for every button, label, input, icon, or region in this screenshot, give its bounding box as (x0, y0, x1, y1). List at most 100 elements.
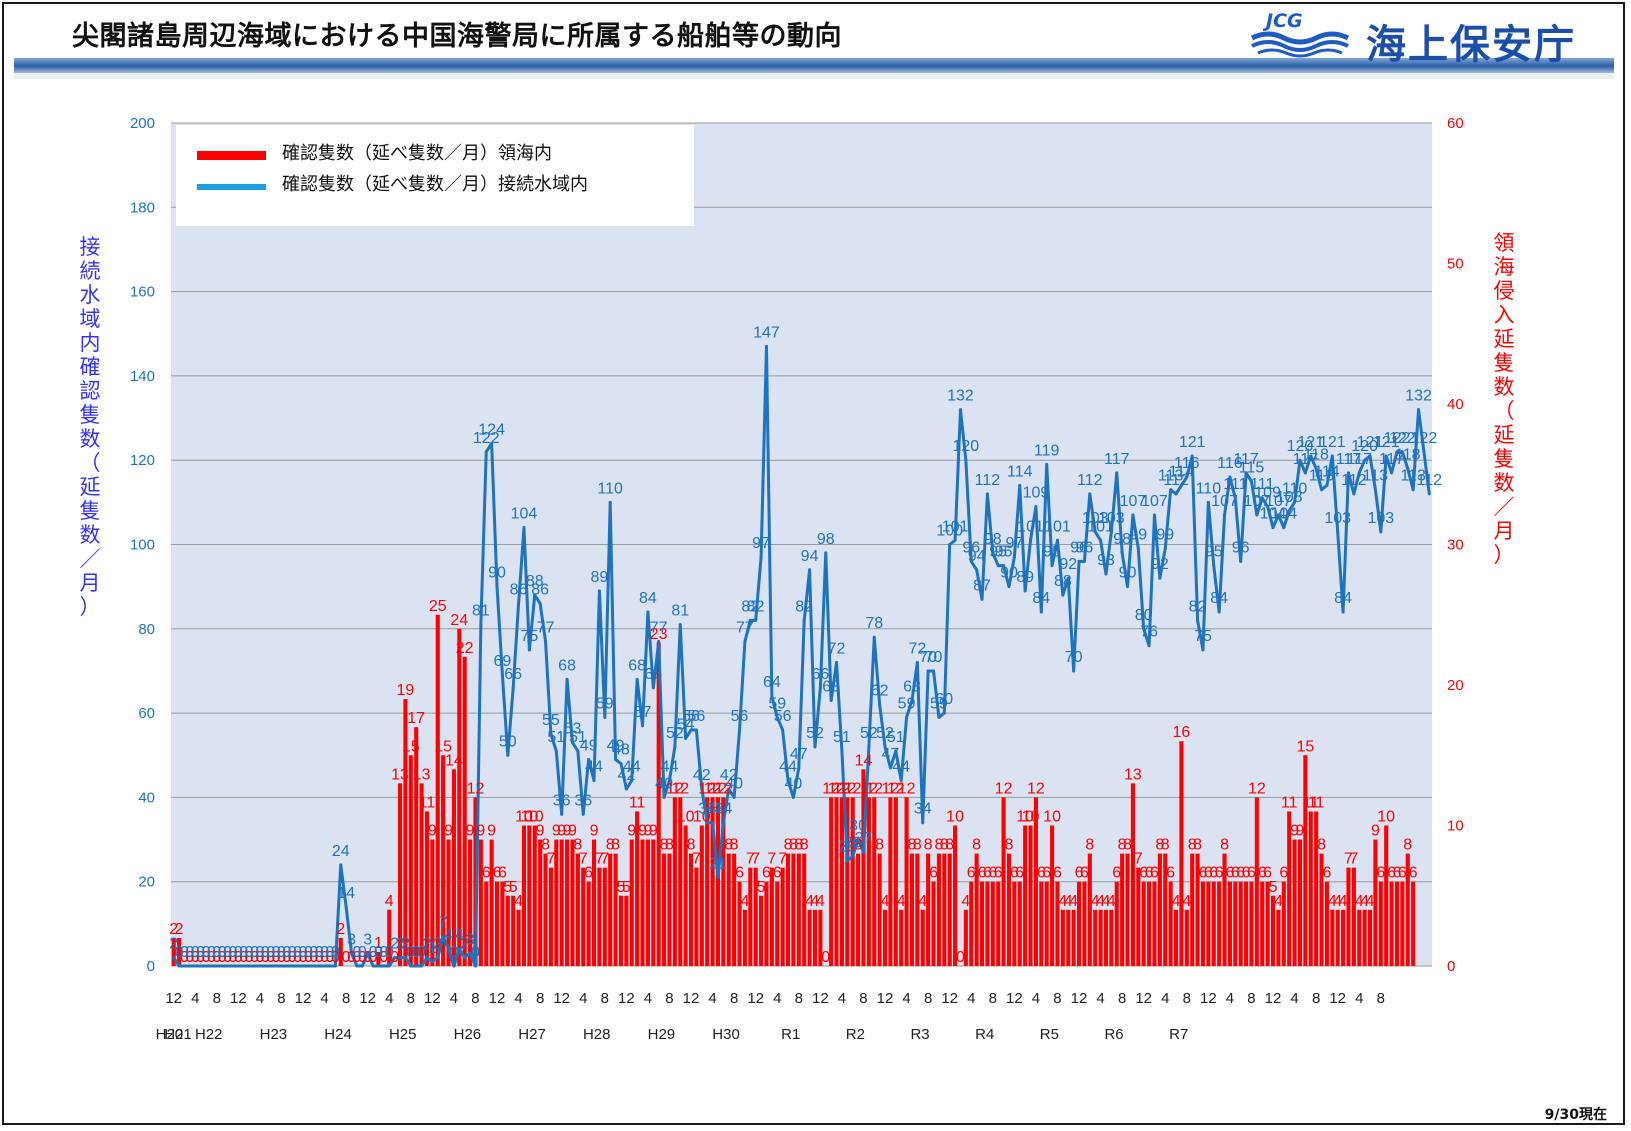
line-point (603, 715, 607, 719)
line-data-label: 0 (326, 944, 335, 961)
x-year-label: R4 (975, 1026, 994, 1043)
bar-data-label: 0 (304, 949, 313, 966)
line-point (764, 344, 768, 348)
line-point (376, 964, 380, 968)
line-data-label: 114 (1314, 463, 1340, 480)
line-point (829, 698, 833, 702)
bar (645, 839, 650, 966)
bar-data-label: 4 (1355, 893, 1364, 910)
line-point (878, 703, 882, 707)
line-point (985, 492, 989, 496)
bar-data-label: 6 (1166, 865, 1175, 882)
x-tick-month: 4 (256, 990, 264, 1007)
x-tick-month: 8 (924, 990, 932, 1007)
bar-data-label: 6 (1387, 865, 1396, 882)
bar (963, 909, 968, 966)
bar-data-label: 0 (315, 949, 324, 966)
line-point (333, 964, 337, 968)
bar (435, 614, 440, 966)
bar (953, 825, 958, 966)
bar (1023, 825, 1028, 966)
line-point (894, 749, 898, 753)
line-point (188, 964, 192, 968)
line-data-label: 51 (547, 729, 565, 746)
line-point (1012, 555, 1016, 559)
line-data-label: 53 (564, 721, 582, 738)
line-data-label: 0 (315, 944, 324, 961)
line-data-label: 0 (266, 944, 275, 961)
line-data-label: 56 (774, 708, 792, 725)
line-point (888, 766, 892, 770)
bar (683, 825, 688, 966)
bar (602, 867, 607, 966)
line-point (937, 715, 941, 719)
line-point (1136, 547, 1140, 551)
line-point (921, 821, 925, 825)
y-tick-right: 30 (1447, 537, 1464, 554)
y-tick-right: 20 (1447, 677, 1464, 694)
bar-data-label: 4 (1096, 893, 1105, 910)
line-point (711, 821, 715, 825)
bar (732, 853, 737, 966)
x-tick-month: 4 (708, 990, 716, 1007)
line-data-label: 59 (898, 695, 916, 712)
bar (694, 867, 699, 966)
y-tick-right: 60 (1447, 115, 1464, 132)
bar-data-label: 12 (704, 780, 722, 797)
line-point (517, 602, 521, 606)
bar (171, 937, 176, 966)
bar-data-label: 12 (714, 780, 732, 797)
bar (1335, 909, 1340, 966)
x-tick-month: 12 (1329, 990, 1346, 1007)
line-point (317, 964, 321, 968)
bar (947, 853, 952, 966)
line-point (1152, 513, 1156, 517)
line-data-label: 0 (272, 944, 281, 961)
bar (419, 783, 424, 966)
bar (899, 909, 904, 966)
bar (979, 881, 985, 966)
bar (1152, 881, 1157, 966)
bar-data-label: 6 (1231, 865, 1240, 882)
x-tick-month: 12 (618, 990, 635, 1007)
bar-data-label: 0 (223, 949, 232, 966)
bar-data-label: 6 (1258, 865, 1267, 882)
line-data-label: 63 (822, 678, 840, 695)
page-title: 尖閣諸島周辺海域における中国海警局に所属する船舶等の動向 (72, 21, 842, 52)
x-tick-month: 8 (1183, 990, 1191, 1007)
bar-data-label: 8 (606, 837, 615, 854)
bar-data-label: 7 (746, 851, 755, 868)
bar-data-label: 12 (822, 780, 840, 797)
line-data-label: 132 (947, 388, 974, 405)
bar (397, 783, 403, 966)
bar-data-label: 12 (698, 780, 716, 797)
line-point (533, 593, 537, 597)
line-point (1072, 669, 1076, 673)
bar-data-label: 16 (1173, 724, 1191, 741)
line-data-label: 82 (741, 598, 759, 615)
bar (802, 853, 807, 966)
line-data-label: 104 (511, 506, 538, 523)
bar (635, 811, 640, 966)
bar-data-label: 9 (638, 823, 647, 840)
bar-data-label: 4 (1333, 893, 1342, 910)
bar (812, 909, 818, 966)
bar (651, 839, 656, 966)
line-point (867, 745, 871, 749)
bar (1308, 811, 1313, 966)
line-point (457, 947, 461, 951)
y-tick-left: 60 (138, 705, 155, 722)
bar-data-label: 0 (363, 949, 372, 966)
line-point (570, 741, 574, 745)
line-data-label: 87 (973, 577, 991, 594)
line-point (544, 639, 548, 643)
bar-data-label: 6 (1199, 865, 1208, 882)
line-point (1093, 530, 1097, 534)
bar-data-label: 8 (611, 837, 620, 854)
bar (1136, 867, 1141, 966)
bar-data-label: 0 (202, 949, 211, 966)
bar (1297, 839, 1303, 966)
bar (521, 825, 527, 966)
bar (1050, 825, 1055, 966)
bar-data-label: 8 (687, 837, 696, 854)
